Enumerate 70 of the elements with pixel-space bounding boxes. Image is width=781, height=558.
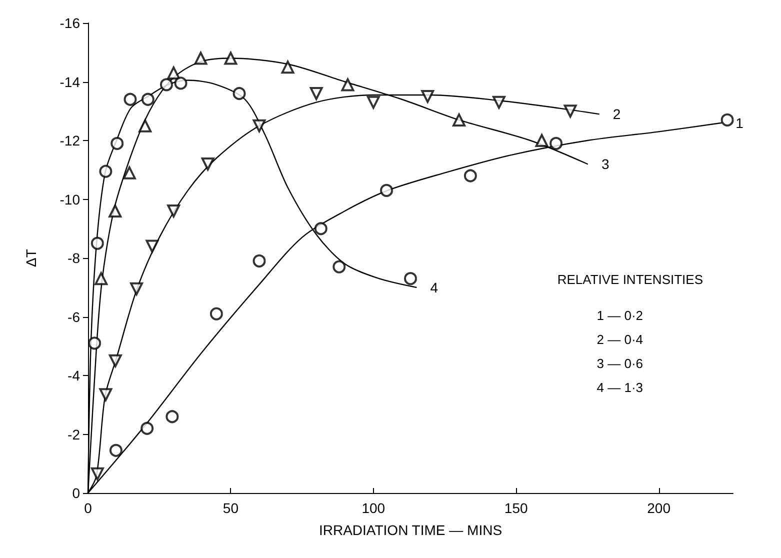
point xyxy=(140,422,154,435)
point xyxy=(281,60,294,74)
x-tick-label: 50 xyxy=(222,500,239,516)
series-label: 2 xyxy=(612,106,621,122)
point xyxy=(167,204,180,218)
point xyxy=(366,96,380,109)
annotation: 4 — 1·3 xyxy=(596,380,644,395)
point xyxy=(252,119,266,132)
point xyxy=(194,52,208,65)
point xyxy=(138,119,152,132)
point xyxy=(310,87,323,100)
y-tick-label: -4 xyxy=(68,368,80,384)
annotation: 2 — 0·4 xyxy=(596,332,644,347)
point xyxy=(108,354,122,368)
point xyxy=(404,272,417,286)
point xyxy=(124,92,137,106)
x-tick-label: 0 xyxy=(84,500,92,516)
point xyxy=(141,92,154,106)
point xyxy=(160,78,173,92)
point xyxy=(341,78,354,92)
y-axis-title: ΔT xyxy=(23,248,39,267)
point xyxy=(99,388,112,402)
point xyxy=(94,272,108,286)
annotation: RELATIVE INTENSITIES xyxy=(557,272,704,287)
point xyxy=(464,169,477,182)
y-tick-label: 0 xyxy=(72,485,80,501)
point xyxy=(110,136,124,150)
point xyxy=(564,104,577,118)
y-tick-label: -6 xyxy=(68,308,80,325)
point xyxy=(108,204,122,218)
x-tick-label: 150 xyxy=(504,500,528,516)
point xyxy=(122,166,136,180)
point xyxy=(232,87,246,100)
point xyxy=(720,113,734,126)
point xyxy=(210,307,223,320)
point xyxy=(90,236,104,250)
y-tick-label: -12 xyxy=(60,132,80,148)
point xyxy=(332,260,346,274)
y-tick-label: -8 xyxy=(68,250,80,266)
x-tick-label: 200 xyxy=(647,500,671,516)
point xyxy=(535,134,548,147)
x-axis-title: IRRADIATION TIME — MINS xyxy=(318,522,502,538)
point xyxy=(174,76,188,90)
point xyxy=(167,66,180,80)
point xyxy=(166,410,179,424)
y-tick-label: -2 xyxy=(68,426,80,442)
point xyxy=(314,222,328,236)
point xyxy=(90,467,104,480)
x-tick-label: 100 xyxy=(362,500,386,516)
point xyxy=(421,90,434,103)
point xyxy=(252,254,266,268)
series-label: 3 xyxy=(601,156,610,172)
annotation: 3 — 0·6 xyxy=(596,356,644,371)
series-label: 4 xyxy=(430,279,438,296)
point xyxy=(201,158,214,170)
series-label: 1 xyxy=(736,114,744,131)
y-tick-label: -16 xyxy=(60,15,80,31)
point xyxy=(550,136,563,150)
point xyxy=(146,240,159,253)
point xyxy=(492,96,506,109)
point xyxy=(130,282,144,296)
point xyxy=(452,113,466,126)
point xyxy=(380,184,394,197)
point xyxy=(109,444,122,457)
point xyxy=(88,336,102,350)
y-tick-label: -14 xyxy=(60,74,80,90)
y-tick-label: -10 xyxy=(60,191,80,208)
annotation: 1 — 0·2 xyxy=(596,308,644,323)
point xyxy=(99,164,112,178)
point xyxy=(224,52,238,65)
